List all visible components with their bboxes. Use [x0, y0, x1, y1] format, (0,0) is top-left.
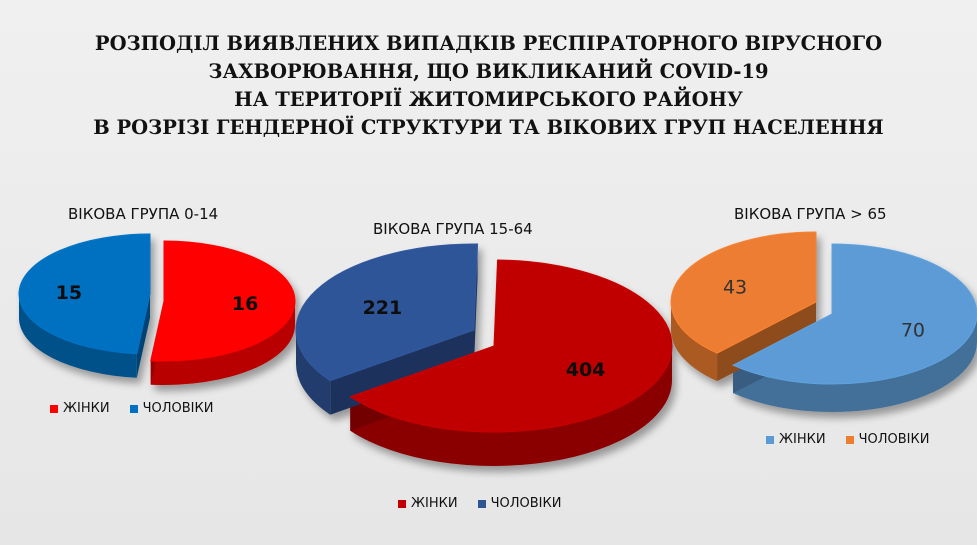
pie-slice-side — [150, 301, 295, 385]
legend-swatch — [477, 499, 486, 508]
data-label: 43 — [723, 277, 747, 299]
legend-swatch — [845, 435, 854, 444]
legend-label: ЧОЛОВІКИ — [858, 432, 930, 447]
data-label: 16 — [232, 293, 258, 315]
legend-label: ЧОЛОВІКИ — [142, 401, 214, 416]
legend-item-male: ЧОЛОВІКИ — [477, 496, 562, 511]
pie-slice-чоловіки — [670, 231, 817, 354]
title-line-2: ЗАХВОРЮВАННЯ, ЩО ВИКЛИКАНИЙ COVID-19 — [208, 60, 769, 83]
title-line-1: РОЗПОДІЛ ВИЯВЛЕНИХ ВИПАДКІВ РЕСПІРАТОРНО… — [94, 32, 883, 55]
legend-label: ЖІНКИ — [411, 496, 458, 511]
data-label: 221 — [363, 297, 403, 319]
legend-item-female: ЖІНКИ — [50, 401, 110, 416]
data-label: 15 — [56, 282, 82, 304]
title-line-3: НА ТЕРИТОРІЇ ЖИТОМИРСЬКОГО РАЙОНУ — [234, 88, 743, 111]
legend-swatch — [129, 404, 138, 413]
legend-item-male: ЧОЛОВІКИ — [129, 401, 214, 416]
legend-65plus: ЖІНКИ ЧОЛОВІКИ — [766, 432, 929, 447]
pie-slice-чоловіки — [18, 233, 151, 355]
legend-swatch — [398, 499, 406, 508]
chart-title-65plus: ВІКОВА ГРУПА > 65 — [734, 205, 887, 223]
pie-slice-жінки — [150, 240, 296, 362]
pie-slice-side — [350, 346, 672, 466]
pie-slice-side — [19, 294, 137, 378]
title-line-4: В РОЗРІЗІ ГЕНДЕРНОЇ СТРУКТУРИ ТА ВІКОВИХ… — [93, 116, 884, 139]
page-title: РОЗПОДІЛ ВИЯВЛЕНИХ ВИПАДКІВ РЕСПІРАТОРНО… — [0, 30, 977, 142]
pie-slice-wall — [136, 294, 150, 378]
chart-title-15-64: ВІКОВА ГРУПА 15-64 — [373, 220, 533, 238]
pie-slice-жінки — [731, 243, 977, 385]
legend-15-64: ЖІНКИ ЧОЛОВІКИ — [398, 496, 561, 511]
chart-title-0-14: ВІКОВА ГРУПА 0-14 — [68, 205, 219, 223]
legend-label: ЖІНКИ — [779, 432, 826, 447]
legend-item-female: ЖІНКИ — [398, 496, 458, 511]
pie-slice-side — [733, 314, 977, 412]
pie-chart-65plus: 70 43 — [670, 231, 977, 412]
legend-item-male: ЧОЛОВІКИ — [845, 432, 930, 447]
legend-item-female: ЖІНКИ — [766, 432, 826, 447]
legend-label: ЧОЛОВІКИ — [490, 496, 562, 511]
legend-0-14: ЖІНКИ ЧОЛОВІКИ — [50, 401, 213, 416]
legend-swatch — [766, 435, 774, 444]
pie-chart-15-64: 404 221 — [295, 243, 673, 466]
legend-swatch — [50, 404, 58, 413]
pie-slice-чоловіки — [295, 243, 479, 382]
pie-slice-жінки — [349, 259, 673, 433]
pie-slice-side — [296, 330, 331, 415]
data-label: 404 — [566, 359, 606, 381]
legend-label: ЖІНКИ — [63, 401, 110, 416]
pie-slice-side — [671, 302, 718, 382]
data-label: 70 — [901, 319, 925, 341]
